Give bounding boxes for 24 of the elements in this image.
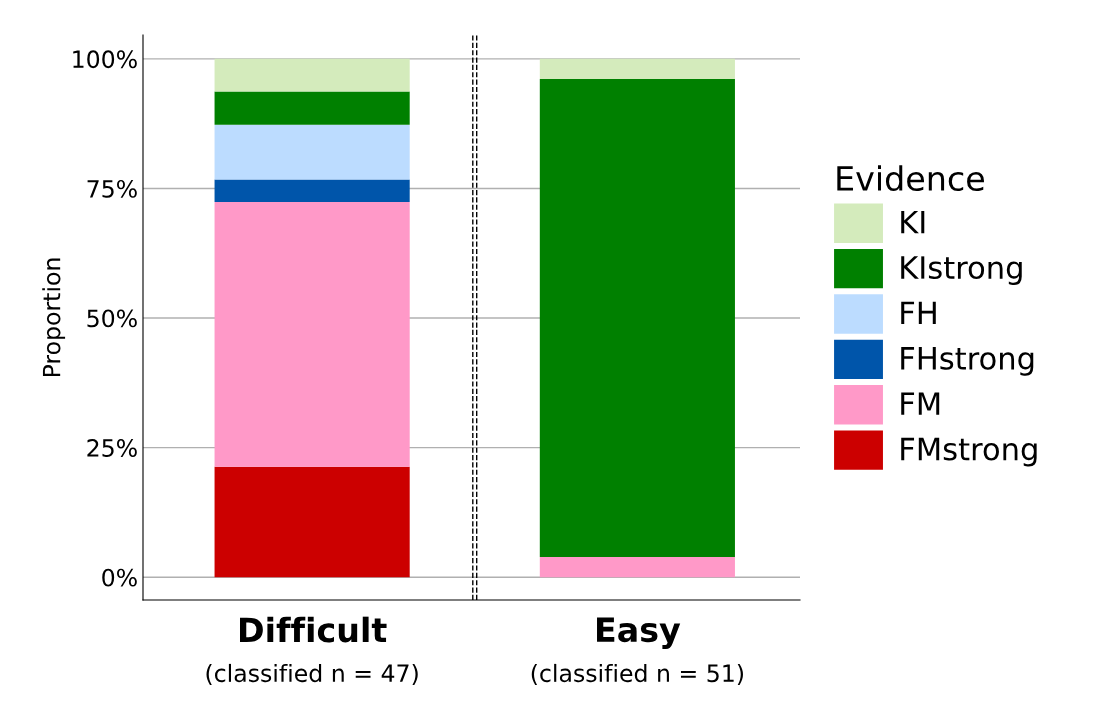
bar [214,179,410,202]
x-tick-label: Difficult (classified n = 47) [206,616,418,685]
x-tick-label: Easy (classified n = 51) [531,617,743,685]
bar [539,556,735,578]
bar [214,466,410,578]
legend-label: KI [901,210,925,234]
bar [214,91,410,125]
legend-label: KIstrong [901,256,1022,285]
legend-label: FHstrong [901,347,1034,376]
bar [214,58,410,92]
y-tick-label: 0% [102,568,137,587]
bar [214,201,410,467]
bar [539,79,735,557]
bar [214,124,410,180]
y-tick-label: 75% [87,179,137,198]
y-tick-label: 25% [87,439,137,457]
bar [539,58,735,80]
legend-label: FMstrong [901,437,1037,467]
legend-title: Evidence [837,165,984,192]
y-axis-title: Proportion [42,258,66,377]
y-tick-label: 50% [87,309,137,328]
legend-label: FH [901,301,936,325]
legend-label: FM [901,392,940,415]
y-tick-label: 100% [73,50,137,69]
